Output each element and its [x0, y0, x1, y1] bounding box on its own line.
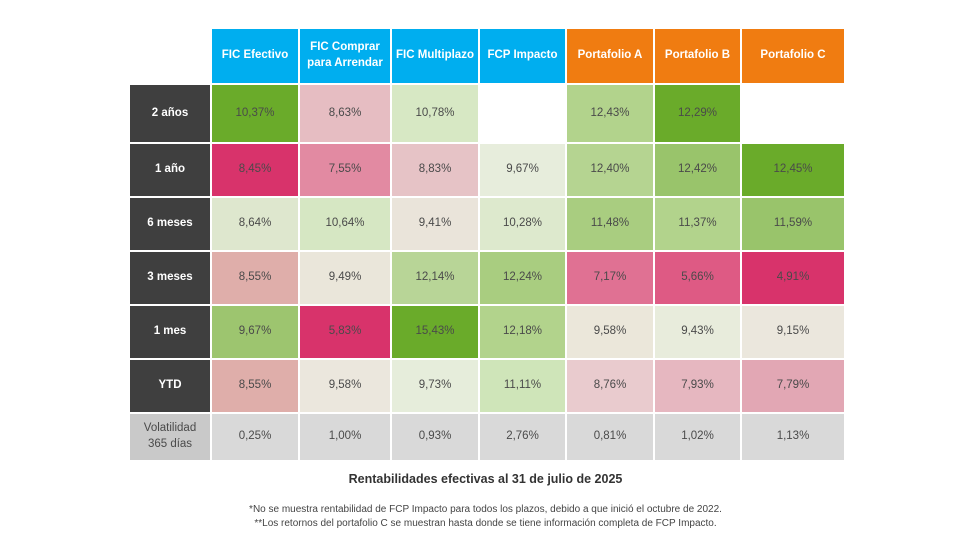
cell-1-ano-fic-comprar-para-arrendar: 7,55%	[300, 144, 390, 196]
cell-3-meses-fcp-impacto: 12,24%	[480, 252, 565, 304]
cell-1-mes-fic-multiplazo: 15,43%	[392, 306, 478, 358]
cell-1-mes-fic-comprar-para-arrendar: 5,83%	[300, 306, 390, 358]
row-label-6-meses: 6 meses	[130, 198, 210, 250]
cell-3-meses-portafolio-b: 5,66%	[655, 252, 740, 304]
cell-ytd-fcp-impacto: 11,11%	[480, 360, 565, 412]
cell-2-anos-portafolio-c	[742, 85, 844, 142]
cell-3-meses-fic-efectivo: 8,55%	[212, 252, 298, 304]
cell-ytd-portafolio-a: 8,76%	[567, 360, 653, 412]
cell-6-meses-fic-comprar-para-arrendar: 10,64%	[300, 198, 390, 250]
row-label-1-mes: 1 mes	[130, 306, 210, 358]
cell-1-ano-portafolio-a: 12,40%	[567, 144, 653, 196]
row-label-volatilidad-365-dias: Volatilidad 365 días	[130, 414, 210, 460]
cell-ytd-fic-efectivo: 8,55%	[212, 360, 298, 412]
cell-2-anos-portafolio-a: 12,43%	[567, 85, 653, 142]
row-label-3-meses: 3 meses	[130, 252, 210, 304]
cell-1-mes-portafolio-a: 9,58%	[567, 306, 653, 358]
cell-volatilidad-365-dias-fcp-impacto: 2,76%	[480, 414, 565, 460]
table-title: Rentabilidades efectivas al 31 de julio …	[348, 472, 623, 486]
cell-2-anos-fic-efectivo: 10,37%	[212, 85, 298, 142]
cell-1-ano-fcp-impacto: 9,67%	[480, 144, 565, 196]
column-header-portafolio-a: Portafolio A	[567, 29, 653, 83]
column-header-fcp-impacto: FCP Impacto	[480, 29, 565, 83]
column-header-portafolio-b: Portafolio B	[655, 29, 740, 83]
cell-volatilidad-365-dias-fic-comprar-para-arrendar: 1,00%	[300, 414, 390, 460]
column-header-fic-multiplazo: FIC Multiplazo	[392, 29, 478, 83]
footnote-portafolio-c: **Los retornos del portafolio C se muest…	[254, 517, 717, 529]
cell-ytd-fic-multiplazo: 9,73%	[392, 360, 478, 412]
column-header-portafolio-c: Portafolio C	[742, 29, 844, 83]
row-label-2-anos: 2 años	[130, 85, 210, 142]
cell-1-ano-portafolio-c: 12,45%	[742, 144, 844, 196]
cell-6-meses-fic-multiplazo: 9,41%	[392, 198, 478, 250]
cell-6-meses-portafolio-a: 11,48%	[567, 198, 653, 250]
cell-1-ano-fic-multiplazo: 8,83%	[392, 144, 478, 196]
cell-3-meses-portafolio-a: 7,17%	[567, 252, 653, 304]
footnote-fcp-impacto: *No se muestra rentabilidad de FCP Impac…	[249, 504, 722, 515]
table-corner	[130, 29, 210, 83]
cell-1-mes-portafolio-b: 9,43%	[655, 306, 740, 358]
cell-3-meses-fic-multiplazo: 12,14%	[392, 252, 478, 304]
cell-ytd-portafolio-c: 7,79%	[742, 360, 844, 412]
cell-volatilidad-365-dias-portafolio-b: 1,02%	[655, 414, 740, 460]
cell-6-meses-fic-efectivo: 8,64%	[212, 198, 298, 250]
cell-volatilidad-365-dias-portafolio-c: 1,13%	[742, 414, 844, 460]
column-header-fic-efectivo: FIC Efectivo	[212, 29, 298, 83]
cell-ytd-fic-comprar-para-arrendar: 9,58%	[300, 360, 390, 412]
cell-6-meses-fcp-impacto: 10,28%	[480, 198, 565, 250]
row-label-ytd: YTD	[130, 360, 210, 412]
cell-3-meses-fic-comprar-para-arrendar: 9,49%	[300, 252, 390, 304]
row-label-1-ano: 1 año	[130, 144, 210, 196]
cell-volatilidad-365-dias-fic-multiplazo: 0,93%	[392, 414, 478, 460]
cell-volatilidad-365-dias-fic-efectivo: 0,25%	[212, 414, 298, 460]
cell-2-anos-fic-comprar-para-arrendar: 8,63%	[300, 85, 390, 142]
cell-2-anos-fic-multiplazo: 10,78%	[392, 85, 478, 142]
cell-ytd-portafolio-b: 7,93%	[655, 360, 740, 412]
cell-2-anos-portafolio-b: 12,29%	[655, 85, 740, 142]
cell-6-meses-portafolio-b: 11,37%	[655, 198, 740, 250]
cell-volatilidad-365-dias-portafolio-a: 0,81%	[567, 414, 653, 460]
footnotes: *No se muestra rentabilidad de FCP Impac…	[0, 503, 971, 530]
cell-1-mes-fic-efectivo: 9,67%	[212, 306, 298, 358]
column-header-fic-comprar-para-arrendar: FIC Comprar para Arrendar	[300, 29, 390, 83]
cell-1-ano-portafolio-b: 12,42%	[655, 144, 740, 196]
cell-2-anos-fcp-impacto	[480, 85, 565, 142]
cell-3-meses-portafolio-c: 4,91%	[742, 252, 844, 304]
cell-1-ano-fic-efectivo: 8,45%	[212, 144, 298, 196]
cell-1-mes-portafolio-c: 9,15%	[742, 306, 844, 358]
cell-1-mes-fcp-impacto: 12,18%	[480, 306, 565, 358]
returns-table: FIC Efectivo FIC Comprar para Arrendar FIC…	[130, 29, 844, 460]
cell-6-meses-portafolio-c: 11,59%	[742, 198, 844, 250]
